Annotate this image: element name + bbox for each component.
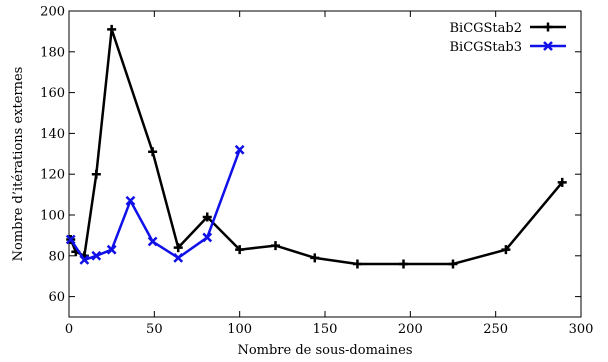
data-point — [148, 147, 158, 157]
y-tick-label: 100 — [40, 209, 65, 224]
axes: 0 50 100 150 200 250 300 60 80 100 120 140 160 180 200 — [40, 5, 593, 338]
data-point — [501, 245, 511, 255]
series-layer — [65, 24, 567, 269]
x-tick-label: 50 — [146, 322, 163, 337]
x-tick-label: 200 — [398, 322, 423, 337]
y-tick-label: 140 — [40, 127, 65, 142]
data-point — [557, 177, 567, 187]
series-bicgstab2 — [66, 24, 567, 269]
y-tick-label: 160 — [40, 86, 65, 101]
data-point — [173, 243, 183, 253]
y-tick-label: 200 — [40, 5, 65, 20]
legend-label: BiCGStab3 — [449, 40, 522, 55]
x-tick-label: 0 — [65, 322, 73, 337]
legend-label: BiCGStab2 — [449, 21, 522, 36]
x-tick-label: 150 — [313, 322, 338, 337]
data-point — [106, 244, 117, 255]
data-point — [125, 195, 136, 206]
data-point — [147, 236, 158, 247]
y-axis-label: Nombre d’itérations externes — [11, 67, 26, 262]
data-point — [234, 144, 245, 155]
data-point — [91, 169, 101, 179]
y-tick-label: 60 — [48, 290, 65, 305]
data-point — [79, 254, 90, 265]
data-point — [235, 245, 245, 255]
x-tick-label: 250 — [483, 322, 508, 337]
y-tick-label: 120 — [40, 168, 65, 183]
legend-marker — [543, 41, 553, 51]
y-tick-label: 80 — [48, 249, 65, 264]
data-point — [448, 259, 458, 269]
x-axis-label: Nombre de sous-domaines — [237, 343, 412, 358]
x-tick-label: 100 — [227, 322, 252, 337]
series-bicgstab3 — [65, 144, 245, 265]
plot-frame — [68, 10, 582, 318]
data-point — [202, 232, 213, 243]
legend-marker — [543, 22, 553, 32]
data-point — [399, 259, 409, 269]
data-point — [107, 24, 117, 34]
y-tick-label: 180 — [40, 45, 65, 60]
data-point — [271, 241, 281, 251]
data-point — [91, 250, 102, 261]
data-point — [65, 234, 76, 245]
x-tick-label: 300 — [569, 322, 594, 337]
data-point — [352, 259, 362, 269]
data-point — [173, 252, 184, 263]
series-line — [69, 28, 564, 266]
data-point — [310, 253, 320, 263]
legend: BiCGStab2 BiCGStab3 — [449, 21, 566, 55]
data-point — [202, 212, 212, 222]
